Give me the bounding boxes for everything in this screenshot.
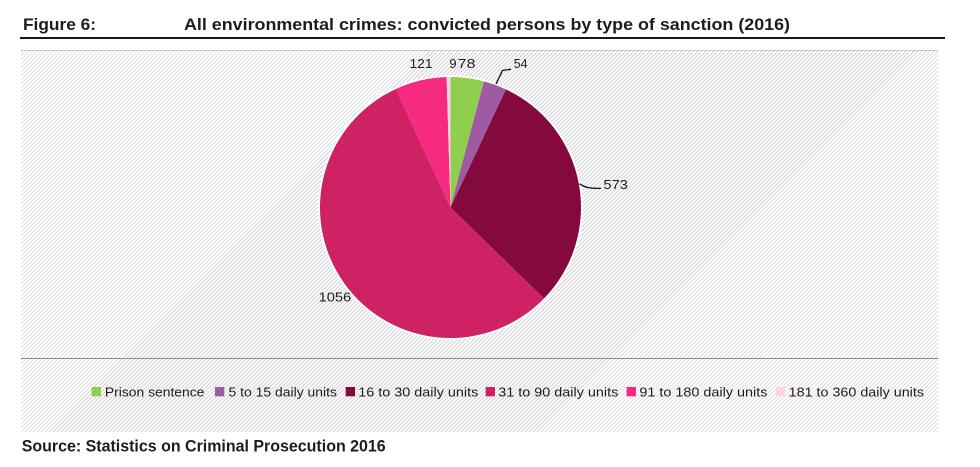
svg-text:5 to 15 daily units: 5 to 15 daily units — [229, 384, 338, 399]
svg-text:All environmental crimes: conv: All environmental crimes: convicted pers… — [184, 15, 790, 34]
svg-text:Figure 6:: Figure 6: — [23, 15, 96, 34]
svg-text:16 to 30 daily units: 16 to 30 daily units — [358, 384, 479, 399]
svg-text:Source: Statistics on Criminal: Source: Statistics on Criminal Prosecuti… — [22, 436, 386, 455]
svg-text:573: 573 — [603, 177, 628, 192]
svg-text:121: 121 — [410, 56, 433, 71]
svg-text:54: 54 — [514, 56, 528, 71]
svg-text:Prison sentence: Prison sentence — [105, 384, 204, 399]
svg-text:9: 9 — [449, 56, 456, 71]
svg-text:181 to 360 daily units: 181 to 360 daily units — [789, 384, 925, 399]
svg-text:91 to 180 daily units: 91 to 180 daily units — [639, 384, 768, 399]
svg-text:78: 78 — [458, 56, 476, 71]
svg-text:1056: 1056 — [319, 290, 352, 305]
svg-text:31 to 90 daily units: 31 to 90 daily units — [498, 384, 619, 399]
